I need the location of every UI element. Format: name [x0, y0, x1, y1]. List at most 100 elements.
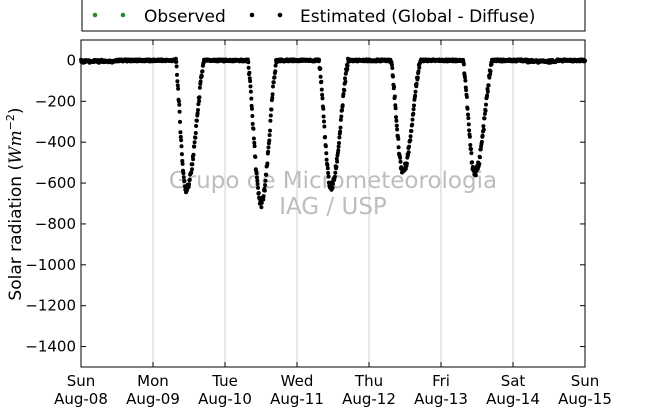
data-point-265 [178, 130, 183, 135]
data-point-1087 [486, 83, 491, 88]
data-point-902 [417, 65, 422, 70]
y-axis: 0 −200 −400 −600 −800 −1000 −1200 −1400 [25, 51, 585, 356]
data-point-837 [392, 94, 397, 99]
y-tick-label-4: −800 [35, 215, 76, 233]
data-point-451 [248, 79, 253, 84]
data-point-482 [259, 200, 264, 205]
data-point-843 [395, 127, 400, 132]
data-point-257 [175, 79, 180, 84]
y-axis-label-exp: −2 [4, 114, 17, 130]
data-point-840 [394, 115, 398, 120]
data-point-659 [326, 171, 331, 175]
data-point-288 [187, 182, 191, 187]
data-point-1079 [483, 108, 488, 113]
data-point-309 [194, 118, 199, 123]
data-point-456 [250, 106, 254, 111]
data-point-851 [398, 155, 403, 160]
data-point-511 [270, 92, 275, 97]
data-point-693 [338, 117, 343, 122]
x-tick-label-date-0: Aug-08 [54, 390, 108, 408]
x-tick-label-date-5: Aug-13 [414, 390, 468, 408]
data-point-900 [416, 69, 421, 74]
data-point-654 [324, 151, 329, 156]
data-point-505 [268, 118, 273, 123]
y-axis-label-unit: Wm [6, 130, 26, 164]
data-point-879 [408, 134, 413, 139]
data-point-649 [322, 124, 327, 129]
data-point-642 [319, 87, 324, 92]
data-point-486 [261, 197, 266, 202]
data-point-1024 [463, 75, 467, 80]
data-point-1089 [487, 75, 492, 80]
data-point-1025 [463, 78, 468, 83]
data-point-672 [331, 181, 335, 186]
data-point-1062 [477, 161, 482, 166]
data-point-648 [322, 119, 326, 124]
x-tick-label-day-2: Tue [211, 372, 238, 390]
data-point-638 [318, 66, 323, 71]
data-point-887 [411, 107, 416, 112]
data-point-497 [265, 161, 270, 166]
data-point-263 [177, 109, 182, 114]
data-point-1069 [479, 139, 484, 144]
data-point-305 [193, 135, 198, 140]
data-point-874 [406, 150, 411, 155]
data-point-710 [345, 67, 350, 72]
y-tick-label-1: −200 [35, 92, 76, 110]
data-point-888 [412, 103, 416, 108]
x-tick-label-date-1: Aug-09 [126, 390, 180, 408]
data-point-692 [338, 125, 343, 130]
data-point-875 [407, 144, 412, 149]
data-point-671 [330, 185, 335, 190]
data-point-678 [333, 170, 338, 175]
x-tick-label-date-2: Aug-10 [198, 390, 252, 408]
data-point-1038 [468, 143, 473, 147]
data-point-461 [251, 136, 256, 141]
data-point-267 [179, 138, 184, 143]
x-tick-label-day-5: Fri [432, 372, 450, 390]
data-point-1027 [464, 88, 469, 93]
data-point-450 [247, 76, 252, 81]
data-point-1092 [488, 69, 493, 74]
legend-box [81, 0, 586, 32]
x-tick-label-date-3: Aug-11 [270, 390, 324, 408]
x-axis: SunAug-08MonAug-09TueAug-10WedAug-11ThuA… [54, 40, 612, 408]
data-point-254 [174, 59, 179, 64]
data-point-647 [321, 114, 326, 119]
data-point-838 [393, 103, 398, 108]
data-point-839 [393, 106, 398, 111]
legend-marker-observed-2 [120, 12, 126, 18]
data-point-878 [408, 138, 413, 143]
legend-marker-estimated-2 [277, 12, 283, 18]
data-point-264 [178, 119, 182, 124]
data-point-884 [410, 117, 415, 122]
data-point-315 [197, 99, 202, 104]
data-point-1071 [480, 133, 485, 138]
data-point-258 [175, 83, 180, 88]
data-point-516 [272, 75, 277, 80]
data-point-657 [325, 163, 330, 167]
data-point-644 [320, 96, 325, 101]
data-point-829 [389, 62, 394, 67]
x-tick-label-day-3: Wed [281, 372, 314, 390]
data-point-872 [406, 153, 410, 158]
data-point-869 [404, 161, 409, 166]
y-tick-label-0: 0 [66, 51, 76, 69]
legend-marker-estimated-1 [249, 12, 255, 18]
data-point-641 [319, 79, 324, 84]
data-point-290 [187, 177, 192, 182]
data-point-270 [180, 158, 185, 163]
data-point-454 [249, 96, 254, 101]
data-point-1077 [482, 111, 487, 116]
data-point-268 [179, 144, 184, 149]
data-point-686 [336, 148, 341, 153]
x-tick-label-date-4: Aug-12 [342, 390, 396, 408]
y-axis-label: Solar radiation (Wm−2) [4, 107, 26, 300]
data-point-846 [396, 136, 401, 141]
data-point-462 [252, 140, 257, 145]
data-point-313 [196, 102, 201, 107]
x-tick-label-date-6: Aug-14 [486, 390, 540, 408]
y-axis-label-close: ) [6, 107, 26, 114]
data-point-835 [392, 84, 397, 89]
